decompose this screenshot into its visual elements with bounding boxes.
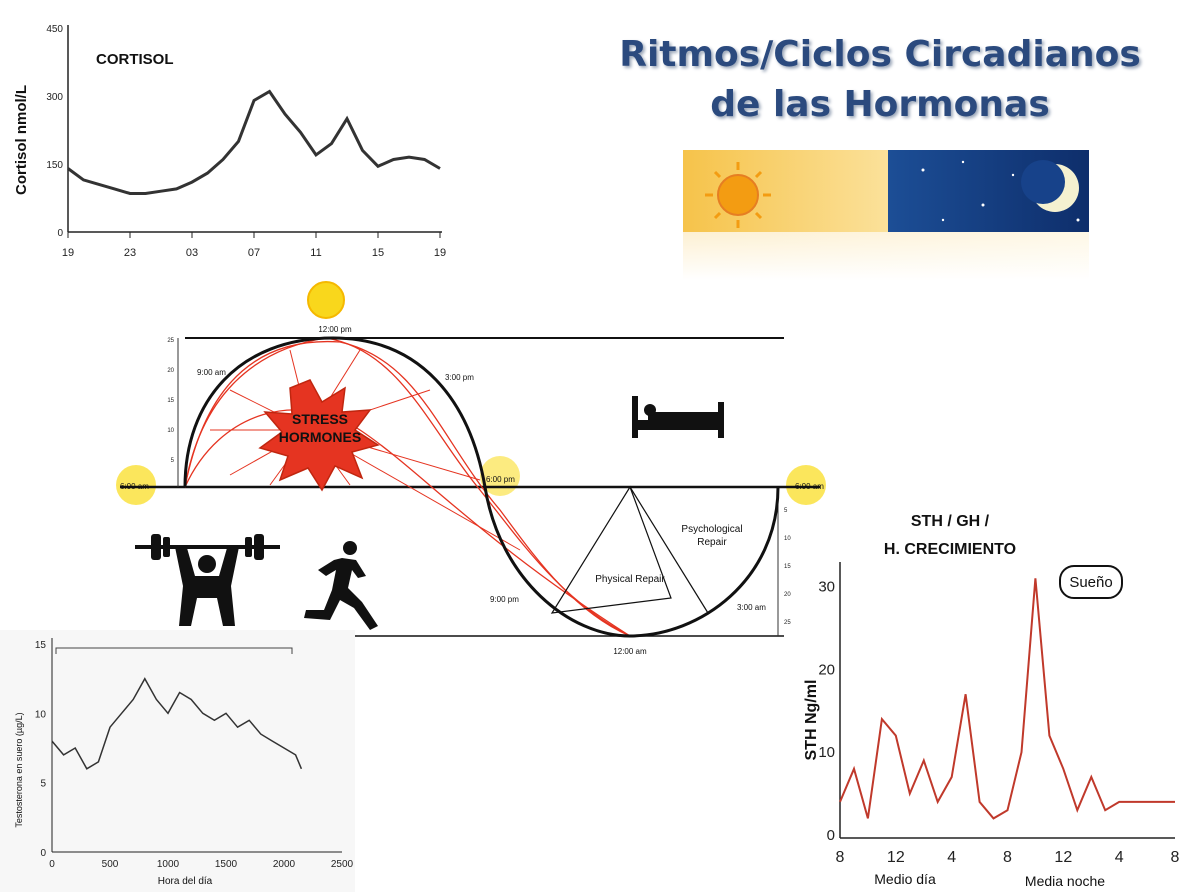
psych-repair-label-1: Psychological (681, 524, 742, 535)
sueno-label: Sueño (1069, 574, 1112, 591)
sth-x-tick: 12 (887, 849, 905, 866)
left-scale-tick: 25 (167, 338, 174, 344)
testosterone-y-tick: 5 (40, 779, 46, 790)
sth-x-sub-1: Medio día (874, 871, 936, 887)
stress-label-2: HORMONES (279, 429, 361, 445)
cortisol-chart: CORTISOL Cortisol nmol/L 0 150 300 450 19 23… (13, 24, 446, 259)
sth-x-tick: 12 (1054, 849, 1072, 866)
star-icons (921, 160, 1080, 222)
right-scale-tick: 25 (784, 620, 791, 626)
stress-label-1: STRESS (292, 411, 348, 427)
sueno-callout: Sueño (1059, 565, 1123, 599)
time-9pm: 9:00 pm (490, 595, 519, 604)
cortisol-x-tick: 15 (372, 247, 384, 259)
slide-title: Ritmos/Ciclos Circadianos de las Hormona… (600, 30, 1160, 130)
right-scale-tick: 15 (784, 564, 791, 570)
physical-repair-label: Physical Repair (595, 574, 665, 585)
cortisol-y-tick: 300 (46, 92, 63, 103)
cortisol-x-tick: 19 (62, 247, 74, 259)
right-scale-tick: 5 (784, 508, 788, 514)
sun-icon (786, 465, 826, 505)
cortisol-x-tick: 11 (310, 247, 321, 259)
time-6am-left: 6:00 am (120, 482, 149, 491)
sth-x-tick: 8 (1171, 849, 1180, 866)
physical-repair-triangle (550, 485, 672, 614)
left-scale-tick: 20 (167, 368, 174, 374)
sth-x-tick: 8 (1003, 849, 1012, 866)
testosterone-y-tick: 15 (35, 640, 47, 651)
stress-burst (258, 379, 380, 492)
sth-x-tick: 8 (836, 849, 845, 866)
sth-x-tick: 4 (947, 849, 956, 866)
right-scale-tick: 10 (784, 536, 791, 542)
sleep-bar (55, 647, 293, 654)
sth-label-2: H. CRECIMIENTO (884, 541, 1016, 558)
sth-x-tick: 4 (1115, 849, 1124, 866)
sun-icon (705, 162, 771, 228)
cortisol-y-axis-title: Cortisol nmol/L (13, 85, 30, 195)
testosterone-x-tick: 500 (102, 859, 119, 870)
sth-x-sub-2: Media noche (1025, 873, 1105, 889)
sun-icon (307, 281, 345, 319)
circadian-diagram: 25 20 15 10 5 5 10 15 20 25 STRESS HORMONES 12:00… (116, 281, 826, 656)
stress-curves (184, 337, 631, 637)
left-scale-tick: 5 (171, 458, 175, 464)
testosterone-x-tick: 0 (49, 859, 55, 870)
sun-icon (116, 465, 156, 505)
sth-y-tick: 10 (818, 744, 835, 761)
sth-y-tick: 0 (827, 827, 835, 844)
testosterone-series-line (51, 677, 303, 770)
sth-y-tick: 30 (818, 579, 835, 596)
cortisol-y-tick: 0 (57, 228, 63, 239)
time-3am: 3:00 am (737, 603, 766, 612)
moon-icon (1021, 160, 1079, 212)
sth-y-tick: 20 (818, 661, 835, 678)
time-6am-right: 6:00 am (795, 482, 824, 491)
time-3pm: 3:00 pm (445, 373, 474, 382)
cortisol-x-tick: 07 (248, 247, 260, 259)
time-6pm: 6:00 pm (486, 475, 515, 484)
testosterone-x-tick: 1500 (215, 859, 238, 870)
cortisol-x-tick: 23 (124, 247, 136, 259)
title-line-1: Ritmos/Ciclos Circadianos (619, 34, 1141, 75)
day-night-banner (683, 150, 1089, 280)
testosterone-x-tick: 2000 (273, 859, 296, 870)
bed-icon (632, 396, 724, 438)
title-line-2: de las Hormonas (710, 84, 1050, 125)
sth-y-axis-title: STH Ng/ml (803, 680, 820, 761)
cortisol-y-tick: 450 (46, 24, 63, 35)
psych-repair-line (629, 486, 709, 614)
left-scale-tick: 15 (167, 398, 174, 404)
time-9am: 9:00 am (197, 368, 226, 377)
right-scale-tick: 20 (784, 592, 791, 598)
psych-repair-label-2: Repair (697, 537, 727, 548)
weightlifter-icon (135, 534, 280, 626)
cortisol-label: CORTISOL (96, 51, 174, 68)
time-noon: 12:00 pm (318, 325, 352, 334)
cortisol-x-tick: 19 (434, 247, 446, 259)
time-midnight: 12:00 am (613, 647, 647, 656)
sth-chart: STH / GH / H. CRECIMIENTO STH Ng/ml 0 10 2… (803, 513, 1180, 889)
sth-series-line (839, 578, 1175, 820)
testosterone-chart: Testosterona en suero (µg/L) Hora del dí… (0, 630, 355, 892)
circadian-wave (183, 336, 780, 638)
left-scale-tick: 10 (167, 428, 174, 434)
cortisol-series-line (67, 89, 441, 195)
sth-label-1: STH / GH / (911, 513, 990, 530)
cortisol-y-tick: 150 (46, 160, 63, 171)
testosterone-x-tick: 1000 (157, 859, 180, 870)
testosterone-background (0, 630, 355, 892)
cortisol-x-tick: 03 (186, 247, 198, 259)
runner-icon (304, 541, 378, 630)
testosterone-x-tick: 2500 (331, 859, 354, 870)
testosterone-x-axis-title: Hora del día (158, 876, 213, 887)
testosterone-y-axis-title: Testosterona en suero (µg/L) (14, 712, 24, 827)
testosterone-y-tick: 10 (35, 709, 47, 720)
testosterone-y-tick: 0 (40, 848, 46, 859)
